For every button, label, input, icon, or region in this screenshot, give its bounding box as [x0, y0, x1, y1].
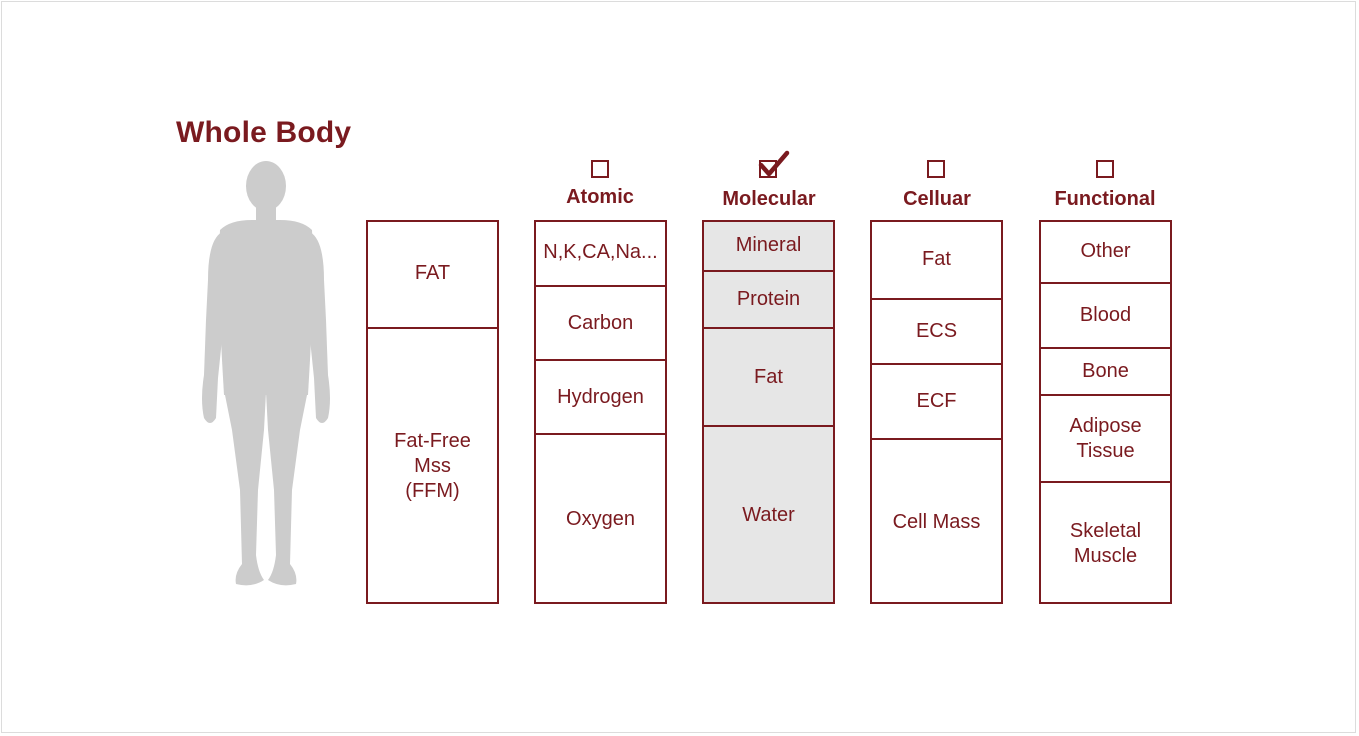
column-box [870, 220, 1003, 604]
check-mark-icon [758, 150, 790, 177]
functional-checkbox[interactable] [1096, 160, 1114, 178]
functional-header: Functional [1054, 188, 1156, 210]
column-functional: Other Blood Bone Adipose Tissue Skeletal… [1039, 220, 1172, 604]
cell-fat: Fat [922, 247, 951, 270]
cell-fat: FAT [414, 262, 451, 284]
cell-water: Water [702, 425, 835, 604]
cell-n-k-ca-na: N,K,CA,Na... [543, 241, 658, 263]
column-molecular: Mineral Protein Fat Water [702, 220, 835, 604]
atomic-checkbox[interactable] [591, 160, 609, 178]
cell-adipose-tissue: Adipose Tissue [1039, 394, 1172, 481]
column-box [1039, 220, 1172, 604]
cell-fat: Fat [702, 327, 835, 425]
column-box [534, 220, 667, 604]
column-whole: FAT Fat-Free Mss (FFM) [366, 220, 499, 604]
column-box [702, 220, 835, 604]
column-atomic: N,K,CA,Na... Carbon Hydrogen Oxygen [534, 220, 667, 604]
cell-oxygen: Oxygen [534, 433, 667, 604]
diagram-title: Whole Body [176, 116, 352, 149]
cell-ecs: ECS [870, 298, 1003, 363]
cell-other: Other [1080, 239, 1131, 262]
column-cellular: Fat ECS ECF Cell Mass [870, 220, 1003, 604]
molecular-header: Molecular [722, 188, 816, 210]
cell-protein: Protein [702, 270, 835, 327]
cell-mineral: Mineral [735, 233, 802, 256]
atomic-header: Atomic [566, 186, 634, 208]
column-box [366, 220, 499, 604]
cell-hydrogen: Hydrogen [534, 359, 667, 433]
cell-fat-free-mass: Fat-Free Mss (FFM) [366, 327, 499, 604]
cell-cell-mass: Cell Mass [870, 438, 1003, 604]
cellular-checkbox[interactable] [927, 160, 945, 178]
cell-bone: Bone [1039, 347, 1172, 394]
cell-skeletal-muscle: Skeletal Muscle [1039, 481, 1172, 604]
cell-carbon: Carbon [534, 285, 667, 359]
human-silhouette-icon [202, 161, 330, 586]
cell-ecf: ECF [870, 363, 1003, 438]
cellular-header: Celluar [903, 188, 971, 210]
cell-blood: Blood [1039, 282, 1172, 347]
